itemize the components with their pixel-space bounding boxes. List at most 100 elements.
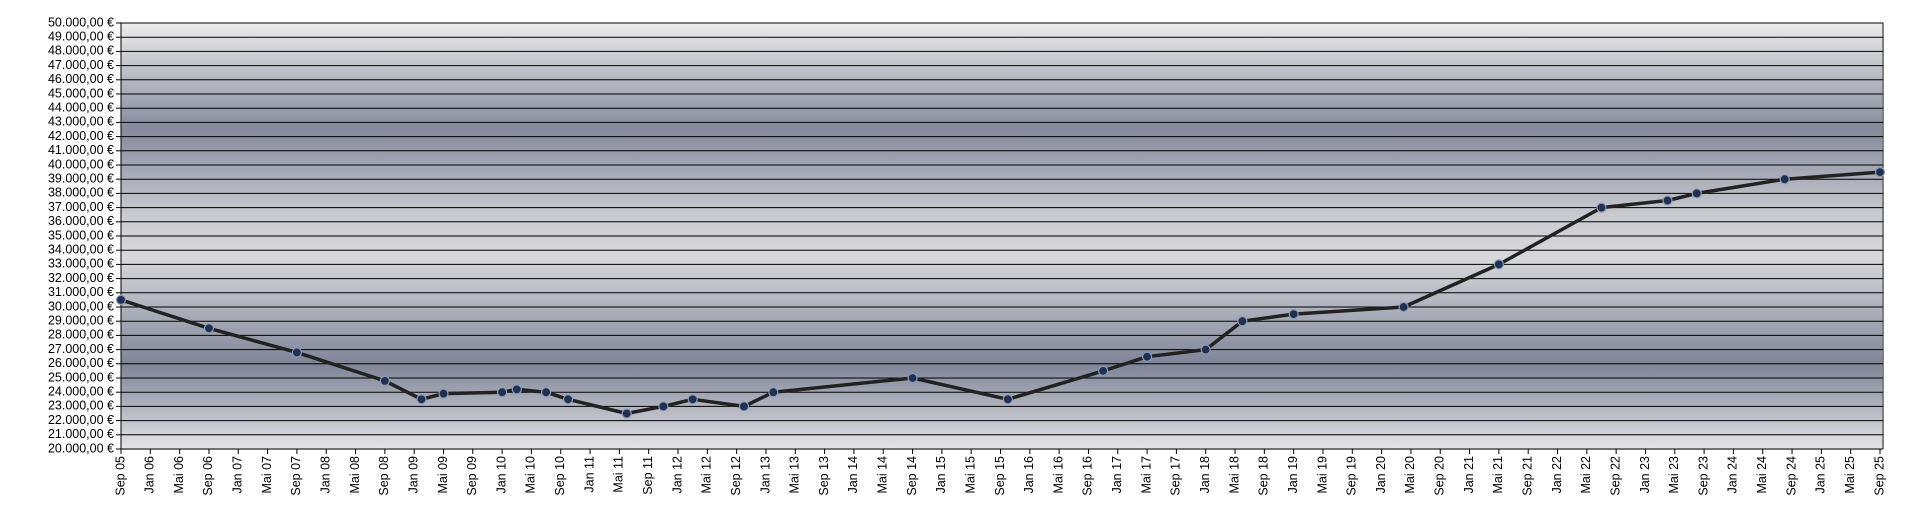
y-tick-label: 47.000,00 € [48,58,114,72]
point [1493,259,1504,270]
point [497,387,508,398]
point [687,394,698,405]
point [1596,202,1607,213]
point [1002,394,1013,405]
y-tick-label: 40.000,00 € [48,157,114,171]
x-tick-label: Jan 17 [1110,456,1124,494]
point [511,384,522,395]
y-tick-label: 25.000,00 € [48,370,114,384]
x-tick-label: Mai 20 [1403,456,1417,494]
x-tick-label: Sep 22 [1608,456,1622,496]
point [416,394,427,405]
x-tick-label: Mai 08 [348,456,362,494]
x-tick-label: Jan 14 [846,456,860,494]
point [1288,309,1299,320]
y-tick-label: 27.000,00 € [48,342,114,356]
x-tick-label: Sep 15 [993,456,1007,496]
x-tick-label: Sep 24 [1784,456,1798,496]
x-tick-label: Jan 20 [1374,456,1388,494]
x-tick-label: Jan 16 [1022,456,1036,494]
y-tick-label: 35.000,00 € [48,228,114,242]
point [1662,195,1673,206]
point [621,408,632,419]
y-tick-label: 39.000,00 € [48,171,114,185]
point [203,323,215,334]
x-tick-label: Sep 05 [113,456,127,496]
y-tick-label: 21.000,00 € [48,427,114,441]
point [1237,316,1248,327]
x-tick-label: Mai 12 [700,456,714,494]
y-tick-label: 43.000,00 € [48,115,114,129]
point [540,387,552,398]
x-tick-label: Sep 20 [1433,456,1447,496]
y-tick-label: 37.000,00 € [48,200,114,214]
x-tick-label: Jan 25 [1814,456,1828,494]
x-tick-label: Mai 24 [1755,456,1769,494]
y-tick-label: 30.000,00 € [48,299,114,313]
x-tick-label: Mai 17 [1139,456,1153,494]
x-tick-label: Sep 07 [289,456,303,496]
point [1200,344,1211,355]
x-tick-label: Sep 13 [817,456,831,496]
y-tick-label: 50.000,00 € [48,15,114,29]
x-tick-label: Sep 23 [1696,456,1710,496]
x-tick-label: Mai 18 [1227,456,1241,494]
point [907,372,918,384]
x-tick-label: Mai 25 [1843,456,1857,494]
x-tick-label: Sep 18 [1257,456,1271,496]
x-tick-label: Jan 08 [319,456,333,494]
y-tick-label: 38.000,00 € [48,186,114,200]
y-tick-label: 42.000,00 € [48,129,114,143]
x-tick-label: Jan 18 [1198,456,1212,494]
x-tick-label: Jan 15 [934,456,948,494]
x-tick-label: Jan 21 [1462,456,1476,494]
x-tick-label: Sep 14 [905,456,919,496]
point [768,387,779,398]
y-tick-label: 28.000,00 € [48,328,114,342]
point [115,294,127,305]
x-tick-label: Sep 21 [1520,456,1534,496]
y-tick-label: 29.000,00 € [48,313,114,327]
y-tick-label: 22.000,00 € [48,413,114,427]
point [1398,301,1409,313]
x-tick-label: Sep 12 [729,456,743,496]
y-tick-label: 44.000,00 € [48,100,114,114]
x-tick-label: Mai 15 [963,456,977,494]
x-tick-label: Mai 14 [876,456,890,494]
x-tick-label: Sep 11 [641,456,655,495]
x-tick-label: Jan 22 [1550,456,1564,494]
x-tick-label: Jan 13 [758,456,772,494]
x-tick-label: Sep 06 [201,456,215,496]
y-tick-label: 41.000,00 € [48,143,114,157]
y-tick-label: 34.000,00 € [48,242,114,256]
point [1779,174,1790,185]
x-tick-label: Mai 13 [788,456,802,494]
y-tick-label: 23.000,00 € [48,399,114,413]
x-tick-label: Jan 24 [1726,456,1740,494]
x-tick-label: Jan 11 [582,456,596,493]
point [1874,167,1886,178]
x-tick-label: Jan 23 [1638,456,1652,494]
y-tick-label: 32.000,00 € [48,271,114,285]
point [562,394,574,405]
x-tick-label: Mai 11 [612,456,626,493]
x-tick-label: Sep 17 [1169,456,1183,496]
x-tick-label: Jan 06 [143,456,157,494]
x-tick-label: Sep 09 [465,456,479,496]
point [291,347,302,358]
y-tick-label: 20.000,00 € [48,441,114,455]
y-tick-label: 31.000,00 € [48,285,114,299]
y-tick-label: 26.000,00 € [48,356,114,370]
x-tick-label: Mai 16 [1051,456,1065,494]
x-tick-label: Sep 10 [553,456,567,496]
point [379,375,390,386]
x-tick-label: Mai 22 [1579,456,1593,494]
y-tick-label: 33.000,00 € [48,257,114,271]
x-tick-label: Mai 21 [1491,456,1505,494]
x-tick-label: Sep 25 [1872,456,1886,496]
point [438,388,449,399]
point [1691,188,1702,199]
y-tick-label: 24.000,00 € [48,384,114,398]
x-tick-label: Jan 07 [231,456,245,494]
x-tick-label: Sep 19 [1345,456,1359,496]
